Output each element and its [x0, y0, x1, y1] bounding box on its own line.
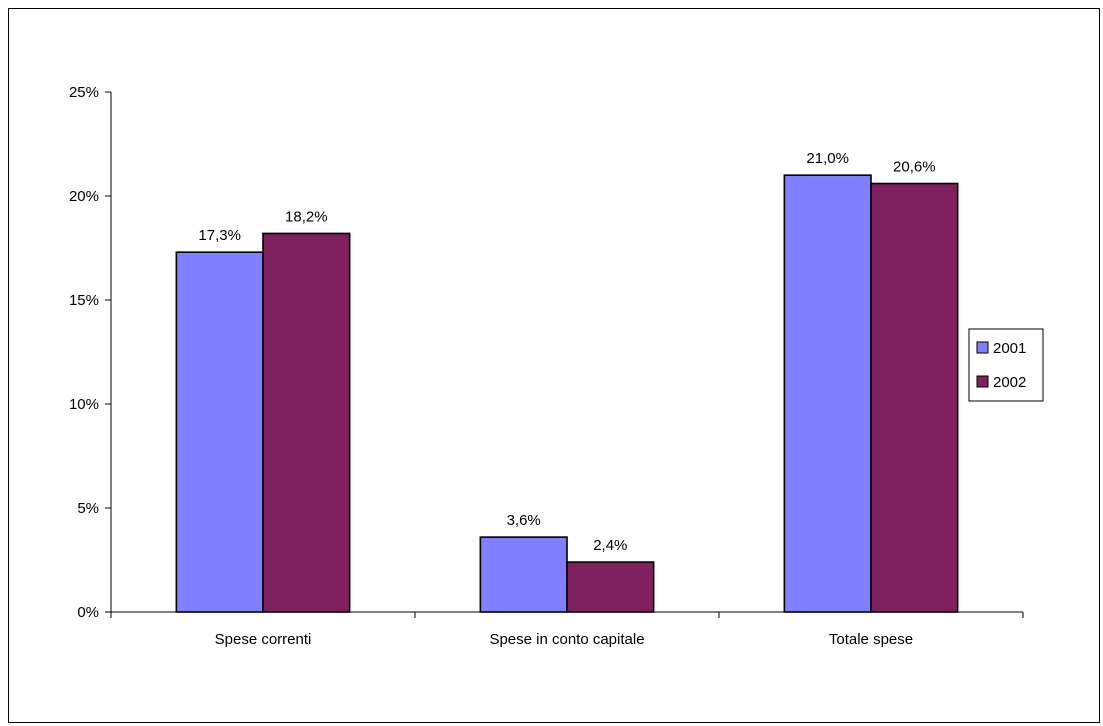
bar-chart: 0% 5% 10% 15% 20% 25% 17,3% 18,2% Spese correnti…	[69, 84, 1044, 648]
y-tick-label: 10%	[69, 396, 99, 413]
y-tick-label: 25%	[69, 84, 99, 101]
legend-swatch-2002	[976, 375, 989, 388]
y-tick-label: 0%	[77, 604, 99, 621]
data-label: 3,6%	[507, 512, 541, 529]
bar-2001-2	[479, 536, 568, 613]
legend-label: 2002	[993, 374, 1026, 391]
bar-2002-1	[262, 232, 351, 613]
y-tick-label: 15%	[69, 292, 99, 309]
data-label: 2,4%	[593, 537, 627, 554]
y-tick-label: 20%	[69, 188, 99, 205]
data-label: 18,2%	[285, 208, 328, 225]
x-category-label: Spese in conto capitale	[489, 631, 644, 648]
legend-swatch-2001	[976, 341, 989, 354]
legend-label: 2001	[993, 340, 1026, 357]
bar-2001-3	[783, 174, 872, 613]
data-label: 20,6%	[893, 159, 936, 176]
bar-2001-1	[175, 251, 264, 613]
bar-2002-3	[870, 182, 959, 613]
data-label: 17,3%	[198, 227, 241, 244]
y-tick-label: 5%	[77, 500, 99, 517]
legend-box	[968, 328, 1044, 402]
x-category-label: Totale spese	[829, 631, 913, 648]
x-category-label: Spese correnti	[215, 631, 312, 648]
bar-2002-2	[566, 561, 655, 613]
chart-frame: 0% 5% 10% 15% 20% 25% 17,3% 18,2% Spese correnti…	[8, 8, 1100, 723]
data-label: 21,0%	[806, 150, 849, 167]
